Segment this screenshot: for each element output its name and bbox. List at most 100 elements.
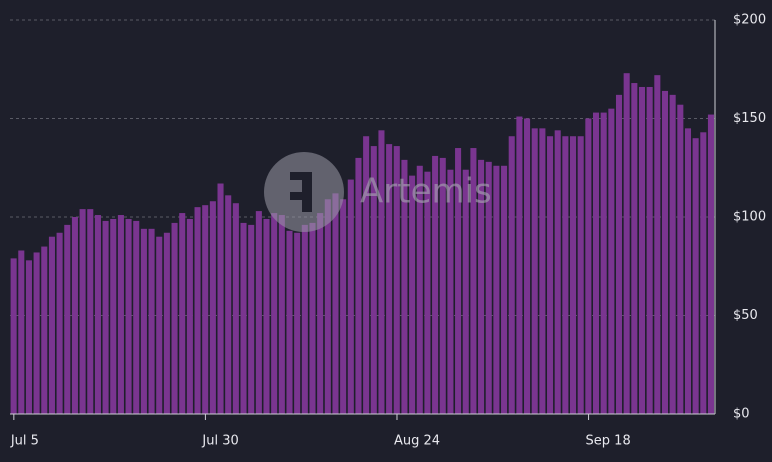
bar [508,136,515,415]
bar [133,220,140,414]
bar [41,246,48,414]
bar [478,159,485,414]
bar [677,104,684,415]
bar [332,193,339,414]
bar [209,201,216,414]
bar [156,236,163,414]
bar [186,218,193,414]
x-tick-label: Sep 18 [586,434,631,449]
bar [615,94,623,415]
bar [531,128,538,414]
bar [64,224,71,414]
bar [48,236,55,414]
bar [294,232,301,414]
bar [347,179,354,414]
bar [317,213,324,414]
bar [248,224,255,414]
bar [301,224,308,414]
bar [117,215,124,414]
bar [163,232,170,414]
bar [638,86,646,414]
bar [585,118,592,414]
bar [439,157,446,414]
bar [547,136,554,415]
bar [524,118,531,414]
bar [631,83,638,414]
bar [485,161,492,414]
bar [432,155,439,414]
bar [592,112,600,414]
bar [202,205,209,414]
bar [378,130,385,414]
bar [577,136,584,415]
bar [232,203,239,414]
x-tick-label: Jul 30 [201,434,238,449]
bar [33,252,40,414]
bar [554,130,561,414]
bar [278,215,285,414]
bar [370,146,377,414]
bar [10,258,17,414]
bar [470,148,477,415]
y-tick-label: $200 [733,13,766,28]
bar [217,183,224,414]
bar [263,218,270,414]
bar [140,228,147,414]
bar [447,169,454,414]
bar [600,112,607,414]
bar [309,222,316,414]
bar [539,128,546,414]
bar [684,128,692,414]
bar [707,114,714,414]
bar [424,171,431,414]
plot: $0 $50 $100 $150 $200 Jul 5 Jul 30 Aug 24 Sep 18 [10,13,766,449]
bar [462,169,469,414]
bar [608,108,615,415]
bar [692,138,699,414]
watermark-logo [264,152,344,232]
bar [94,215,101,414]
bar [87,209,94,414]
bar [240,222,247,414]
y-tick-label: $100 [733,210,766,225]
bar [393,146,400,414]
x-tick-label: Jul 5 [10,434,39,449]
bar [493,165,500,414]
bar [570,136,577,415]
bar [179,213,186,414]
bar [661,90,669,415]
bar [25,260,32,414]
bar [340,199,347,414]
x-tick-label: Aug 24 [394,434,440,449]
bar [148,228,155,414]
bar [416,165,423,414]
bar [386,144,393,415]
bar [194,207,201,414]
bar [110,218,117,414]
watermark-text: Artemis [360,172,492,212]
bar [409,175,416,414]
bar [324,199,331,414]
bar [171,222,178,414]
bar [654,75,661,414]
bar [102,220,109,414]
bar [700,132,707,415]
bar [79,209,86,414]
bar [286,230,293,414]
bar [255,211,262,414]
y-tick-label: $50 [733,308,758,323]
y-tick-label: $150 [733,111,766,126]
bar [225,195,232,414]
bar [355,157,362,414]
bar [56,232,63,414]
bar [271,213,278,414]
bar [501,165,508,414]
bar [401,159,408,414]
bar [71,217,78,414]
bar [623,73,630,414]
bar [363,136,370,415]
bar [125,218,132,414]
bar [562,136,569,415]
